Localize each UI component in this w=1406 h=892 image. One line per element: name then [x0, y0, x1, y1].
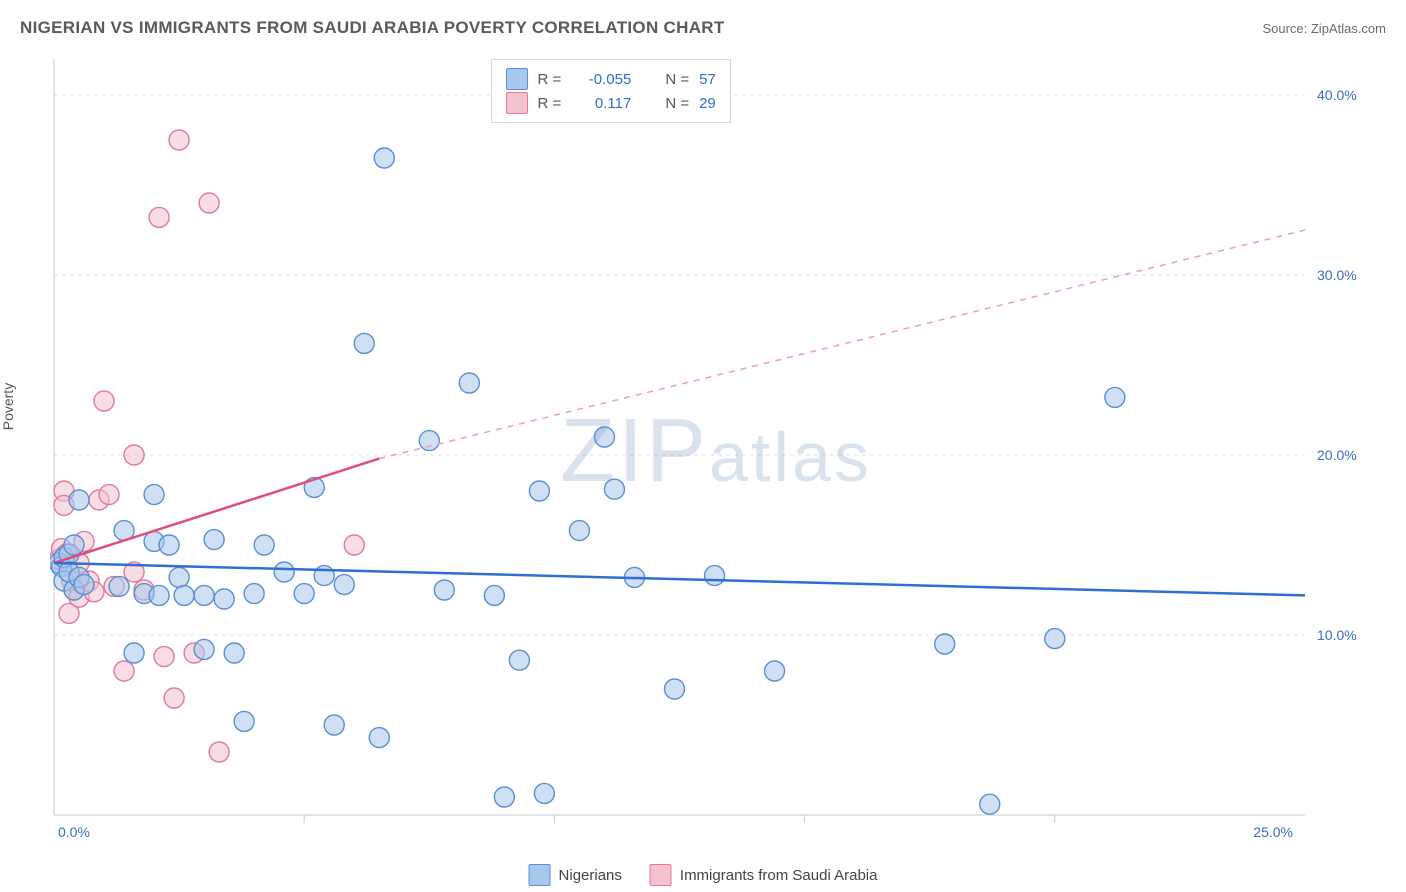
svg-text:25.0%: 25.0%: [1253, 824, 1293, 840]
svg-text:0.0%: 0.0%: [58, 824, 90, 840]
legend-swatch: [506, 68, 528, 90]
correlation-legend: R =-0.055N =57R =0.117N =29: [491, 59, 731, 123]
svg-text:10.0%: 10.0%: [1317, 627, 1357, 643]
svg-text:20.0%: 20.0%: [1317, 447, 1357, 463]
series-legend: Nigerians Immigrants from Saudi Arabia: [529, 864, 878, 886]
legend-item-nigerians: Nigerians: [529, 864, 622, 886]
scatter-chart: 10.0% 20.0% 30.0% 40.0% 0.0% 25.0%: [50, 55, 1385, 845]
plot-area: 10.0% 20.0% 30.0% 40.0% 0.0% 25.0% R =-0.055N…: [50, 55, 1385, 845]
legend-swatch-blue: [529, 864, 551, 886]
chart-header: NIGERIAN VS IMMIGRANTS FROM SAUDI ARABIA…: [20, 18, 1386, 38]
y-axis-label: Poverty: [0, 383, 16, 430]
chart-source: Source: ZipAtlas.com: [1262, 21, 1386, 36]
legend-swatch-pink: [650, 864, 672, 886]
svg-text:40.0%: 40.0%: [1317, 87, 1357, 103]
chart-title: NIGERIAN VS IMMIGRANTS FROM SAUDI ARABIA…: [20, 18, 725, 38]
svg-text:30.0%: 30.0%: [1317, 267, 1357, 283]
legend-swatch: [506, 92, 528, 114]
legend-item-saudi: Immigrants from Saudi Arabia: [650, 864, 878, 886]
